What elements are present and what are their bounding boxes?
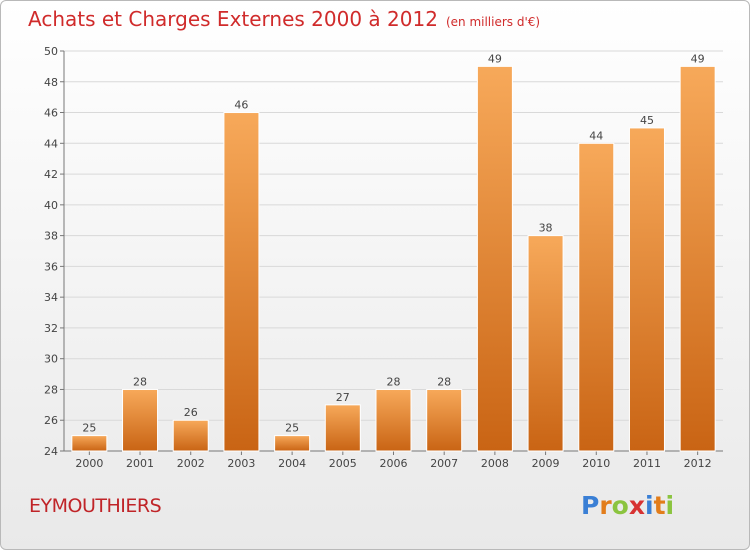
y-tick-label: 30: [44, 353, 58, 366]
y-tick-label: 26: [44, 414, 58, 427]
bar: [375, 388, 412, 452]
logo-letter: t: [653, 491, 666, 520]
x-tick-label: 2002: [177, 457, 205, 470]
x-tick-label: 2010: [582, 457, 610, 470]
data-label: 26: [184, 406, 198, 419]
data-label: 28: [387, 375, 401, 388]
data-label: 25: [285, 422, 299, 435]
bar: [71, 435, 108, 452]
y-tick-label: 48: [44, 76, 58, 89]
x-tick-label: 2005: [329, 457, 357, 470]
x-tick-label: 2006: [380, 457, 408, 470]
y-tick-label: 24: [44, 445, 58, 458]
bar: [223, 112, 260, 452]
y-tick-label: 44: [44, 137, 58, 150]
x-tick-label: 2009: [532, 457, 560, 470]
x-tick-label: 2007: [430, 457, 458, 470]
bar-chart: 24 26 28 30 32 34 36 38 40 42 44 46 48 50 2000 2001 2002…: [44, 45, 723, 470]
bar: [426, 388, 463, 452]
logo-letter: P: [581, 491, 600, 520]
data-label: 49: [691, 52, 705, 65]
chart-title-text: Achats et Charges Externes 2000 à 2012: [28, 7, 438, 31]
proxiti-logo: Proxiti: [581, 491, 674, 520]
y-tick-label: 46: [44, 107, 58, 120]
x-tick-label: 2012: [684, 457, 712, 470]
data-label: 28: [437, 375, 451, 388]
bar: [172, 419, 209, 452]
y-tick-label: 38: [44, 230, 58, 243]
data-label: 44: [589, 129, 603, 142]
y-tick-label: 50: [44, 45, 58, 58]
bar: [527, 235, 564, 452]
commune-name: EYMOUTHIERS: [29, 495, 162, 517]
logo-letter: o: [611, 491, 629, 520]
data-label: 38: [539, 222, 553, 235]
axes: 24 26 28 30 32 34 36 38 40 42 44 46 48 50 2000 2001 2002…: [44, 45, 723, 470]
y-tick-label: 40: [44, 199, 58, 212]
x-tick-label: 2001: [126, 457, 154, 470]
y-tick-label: 28: [44, 383, 58, 396]
data-label: 28: [133, 375, 147, 388]
x-tick-label: 2004: [278, 457, 306, 470]
logo-letter: x: [628, 491, 645, 520]
bar: [324, 404, 361, 452]
bars: [71, 65, 716, 452]
x-tick-label: 2003: [227, 457, 255, 470]
y-tick-label: 32: [44, 322, 58, 335]
unit-note: (en milliers d'€): [445, 15, 541, 29]
bar: [476, 65, 513, 452]
x-tick-label: 2008: [481, 457, 509, 470]
bar: [274, 435, 311, 452]
data-label: 25: [82, 422, 96, 435]
bar: [679, 65, 716, 452]
chart-title: Achats et Charges Externes 2000 à 2012 (e…: [28, 7, 540, 31]
x-tick-label: 2000: [75, 457, 103, 470]
y-tick-label: 36: [44, 260, 58, 273]
logo-letter: i: [665, 491, 675, 520]
data-label: 27: [336, 391, 350, 404]
bar: [628, 127, 665, 452]
x-tick-label: 2011: [633, 457, 661, 470]
data-labels: 25 28 26 46 25 27 28 28 49 38 44 45 49: [82, 52, 704, 434]
logo-letter: i: [645, 491, 654, 520]
logo-letter: r: [599, 491, 612, 520]
y-tick-label: 42: [44, 168, 58, 181]
data-label: 49: [488, 52, 502, 65]
bar: [122, 388, 159, 452]
data-label: 46: [234, 99, 248, 112]
bar: [578, 142, 615, 452]
y-tick-label: 34: [44, 291, 58, 304]
data-label: 45: [640, 114, 654, 127]
